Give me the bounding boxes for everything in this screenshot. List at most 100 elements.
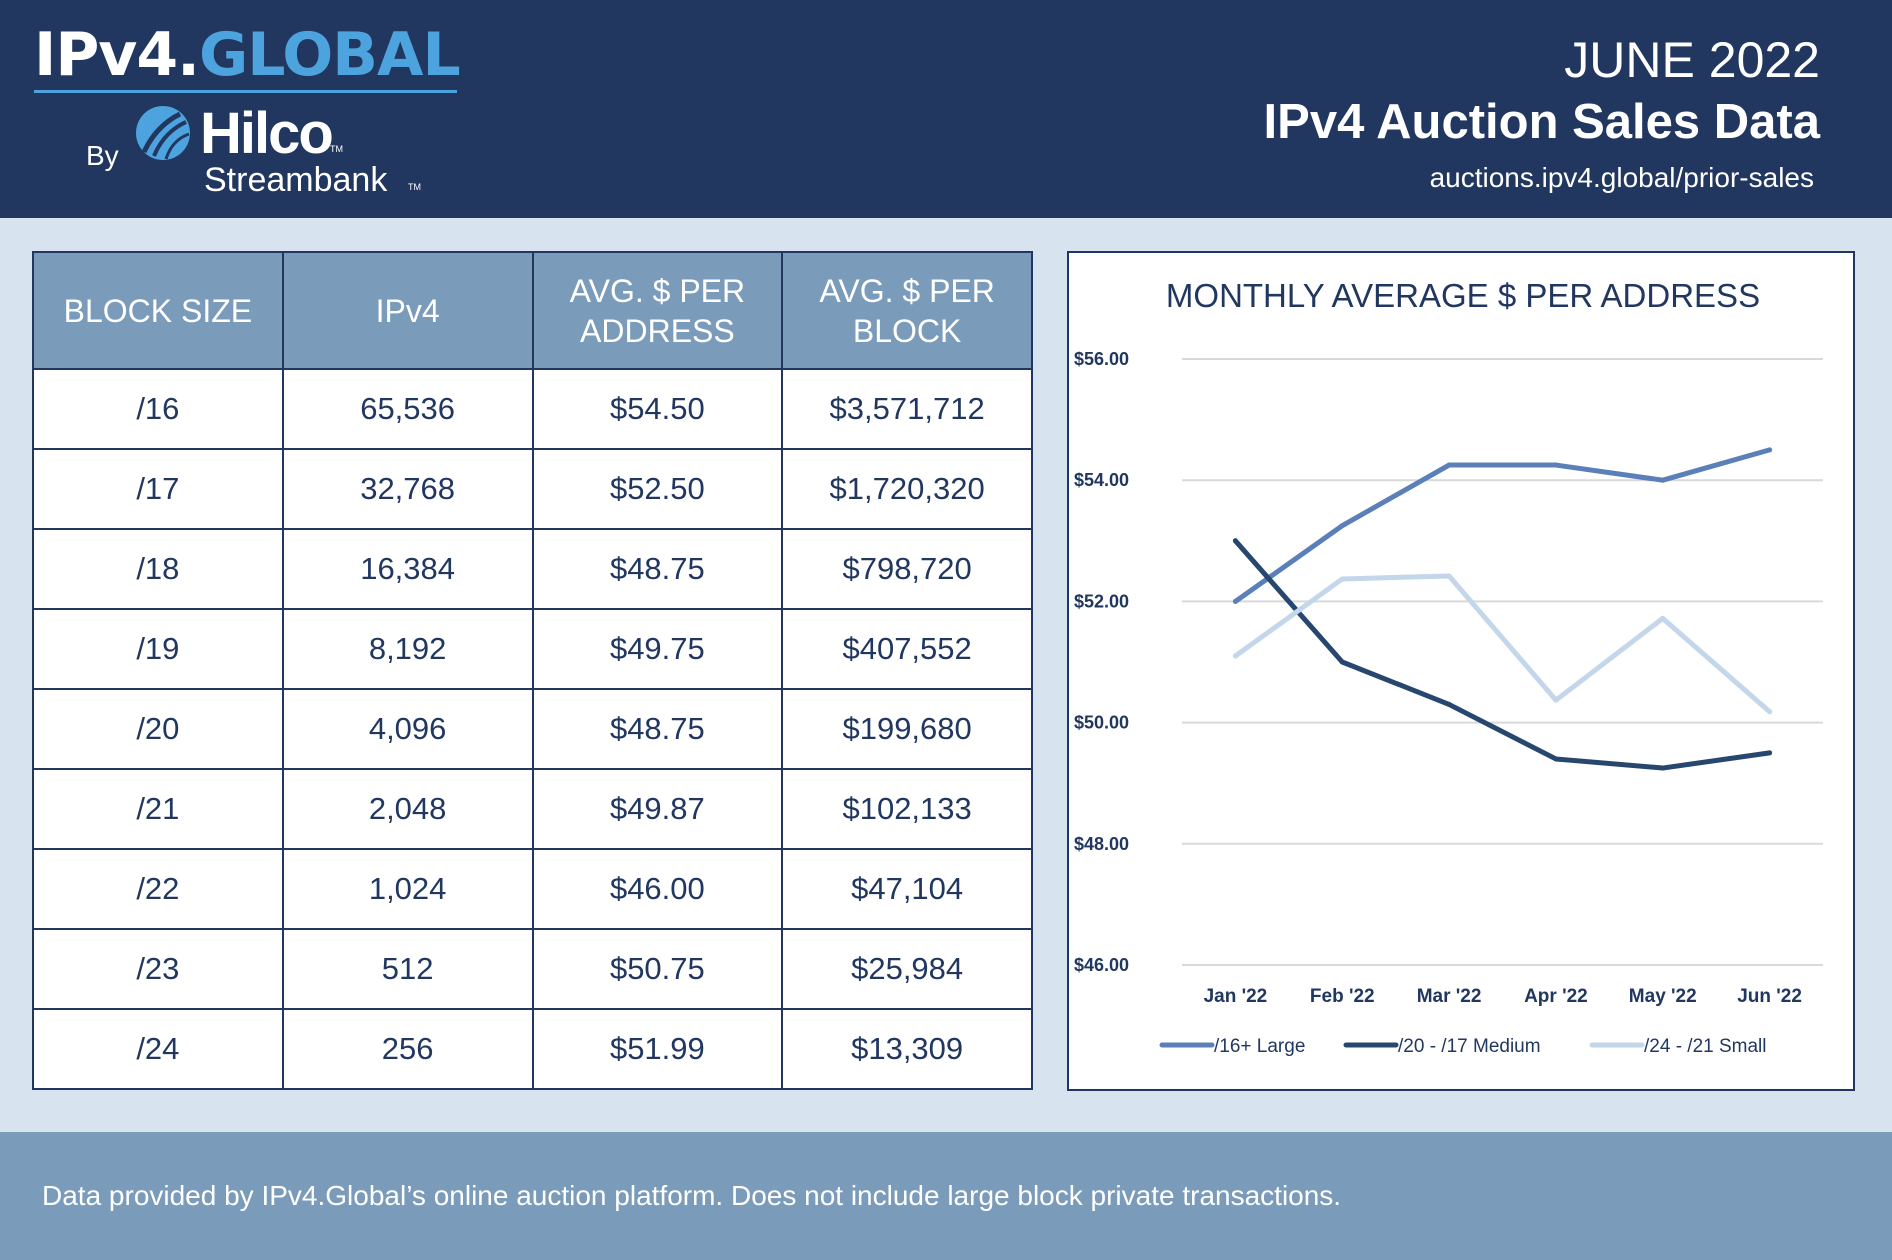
table-cell: /19: [32, 608, 284, 690]
table-cell: /16: [32, 368, 284, 450]
x-tick-label: Mar '22: [1417, 986, 1482, 1007]
logo-part-ipv4: IPv4.: [34, 20, 200, 90]
series-line: [1232, 538, 1773, 771]
table-header-row: BLOCK SIZE IPv4 AVG. $ PER ADDRESS AVG. …: [32, 251, 1033, 370]
table-cell: 1,024: [281, 848, 534, 930]
data-point: [1232, 598, 1238, 604]
table-cell: /20: [32, 688, 284, 770]
table-cell: $52.50: [531, 448, 784, 530]
table-row: /23 512 $50.75 $25,984: [32, 928, 1033, 1010]
data-point: [1553, 756, 1559, 762]
table-row: /19 8,192 $49.75 $407,552: [32, 608, 1033, 690]
table-cell: $1,720,320: [781, 448, 1033, 530]
logo-trademark-2: TM: [408, 182, 421, 192]
x-tick-label: Feb '22: [1310, 986, 1375, 1007]
table-cell: 32,768: [281, 448, 534, 530]
column-header: AVG. $ PER BLOCK: [781, 251, 1033, 370]
data-point: [1232, 538, 1238, 544]
table-cell: /21: [32, 768, 284, 850]
table-row: /22 1,024 $46.00 $47,104: [32, 848, 1033, 930]
table-cell: 512: [281, 928, 534, 1010]
data-point: [1339, 659, 1345, 665]
report-month: JUNE 2022: [1564, 32, 1820, 88]
table-cell: /23: [32, 928, 284, 1010]
table-cell: $49.75: [531, 608, 784, 690]
logo-part-global: GLOBAL: [198, 20, 461, 90]
header-titles: JUNE 2022 IPv4 Auction Sales Data auctio…: [1020, 30, 1820, 196]
page-title: IPv4 Auction Sales Data: [1263, 95, 1820, 149]
sales-table: BLOCK SIZE IPv4 AVG. $ PER ADDRESS AVG. …: [32, 251, 1033, 1090]
column-header: AVG. $ PER ADDRESS: [531, 251, 784, 370]
data-point: [1339, 576, 1345, 582]
column-header: IPv4: [281, 251, 534, 370]
table-row: /21 2,048 $49.87 $102,133: [32, 768, 1033, 850]
data-point: [1660, 615, 1666, 621]
y-tick-label: $54.00: [1074, 470, 1129, 490]
sales-table-container: BLOCK SIZE IPv4 AVG. $ PER ADDRESS AVG. …: [32, 251, 1033, 1091]
legend-label: /20 - /17 Medium: [1398, 1036, 1541, 1057]
data-point: [1446, 701, 1452, 707]
logo-wordmark: IPv4.GLOBAL: [34, 22, 464, 88]
header-banner: IPv4.GLOBAL By Hilco TM Streambank TM JU…: [0, 0, 1892, 218]
logo-streambank-text: Streambank: [204, 161, 388, 199]
footer-banner: Data provided by IPv4.Global’s online au…: [0, 1132, 1892, 1260]
table-cell: $51.99: [531, 1008, 784, 1090]
table-cell: $3,571,712: [781, 368, 1033, 450]
line-chart-panel: MONTHLY AVERAGE $ PER ADDRESS $46.00 $48.…: [1067, 251, 1855, 1091]
table-cell: 65,536: [281, 368, 534, 450]
table-row: /17 32,768 $52.50 $1,720,320: [32, 448, 1033, 530]
table-cell: $49.87: [531, 768, 784, 850]
table-cell: $798,720: [781, 528, 1033, 610]
y-tick-label: $56.00: [1074, 349, 1129, 369]
logo-trademark: TM: [330, 144, 343, 154]
x-tick-label: Jun '22: [1737, 986, 1802, 1007]
table-cell: /17: [32, 448, 284, 530]
table-row: /24 256 $51.99 $13,309: [32, 1008, 1033, 1090]
table-cell: $47,104: [781, 848, 1033, 930]
logo-hilco-text: Hilco: [200, 101, 334, 166]
y-tick-label: $50.00: [1074, 713, 1129, 733]
table-cell: /22: [32, 848, 284, 930]
data-point: [1767, 750, 1773, 756]
hilco-swoosh-icon: [136, 106, 190, 160]
table-cell: /24: [32, 1008, 284, 1090]
data-point: [1446, 462, 1452, 468]
table-cell: $25,984: [781, 928, 1033, 1010]
legend-label: /24 - /21 Small: [1644, 1036, 1767, 1057]
x-tick-label: Jan '22: [1204, 986, 1268, 1007]
data-point: [1767, 709, 1773, 715]
table-cell: $407,552: [781, 608, 1033, 690]
footer-disclaimer: Data provided by IPv4.Global’s online au…: [42, 1180, 1342, 1211]
y-tick-label: $46.00: [1074, 955, 1129, 975]
table-row: /20 4,096 $48.75 $199,680: [32, 688, 1033, 770]
table-cell: $50.75: [531, 928, 784, 1010]
table-cell: $102,133: [781, 768, 1033, 850]
table-cell: 4,096: [281, 688, 534, 770]
table-cell: /18: [32, 528, 284, 610]
table-cell: $13,309: [781, 1008, 1033, 1090]
data-point: [1660, 477, 1666, 483]
data-point: [1660, 765, 1666, 771]
table-cell: 256: [281, 1008, 534, 1090]
table-row: /18 16,384 $48.75 $798,720: [32, 528, 1033, 610]
data-point: [1553, 697, 1559, 703]
x-tick-label: Apr '22: [1524, 986, 1588, 1007]
line-chart: $46.00 $48.00 $50.00 $52.00 $54.00 $56.00 Jan …: [1074, 349, 1823, 1057]
x-tick-label: May '22: [1629, 986, 1697, 1007]
table-cell: $199,680: [781, 688, 1033, 770]
table-cell: $48.75: [531, 528, 784, 610]
table-cell: 8,192: [281, 608, 534, 690]
table-cell: $46.00: [531, 848, 784, 930]
ipv4-global-logo: IPv4.GLOBAL By Hilco TM Streambank TM: [34, 22, 464, 202]
column-header: BLOCK SIZE: [32, 251, 284, 370]
table-cell: 16,384: [281, 528, 534, 610]
logo-by-text: By: [86, 140, 119, 171]
table-row: /16 65,536 $54.50 $3,571,712: [32, 368, 1033, 450]
chart-title: MONTHLY AVERAGE $ PER ADDRESS: [1165, 277, 1761, 314]
data-point: [1446, 573, 1452, 579]
y-tick-label: $52.00: [1074, 591, 1129, 611]
data-point: [1767, 447, 1773, 453]
table-cell: $48.75: [531, 688, 784, 770]
table-body: /16 65,536 $54.50 $3,571,712/17 32,768 $52.50…: [32, 368, 1033, 1090]
source-url-link[interactable]: auctions.ipv4.global/prior-sales: [1429, 162, 1814, 193]
